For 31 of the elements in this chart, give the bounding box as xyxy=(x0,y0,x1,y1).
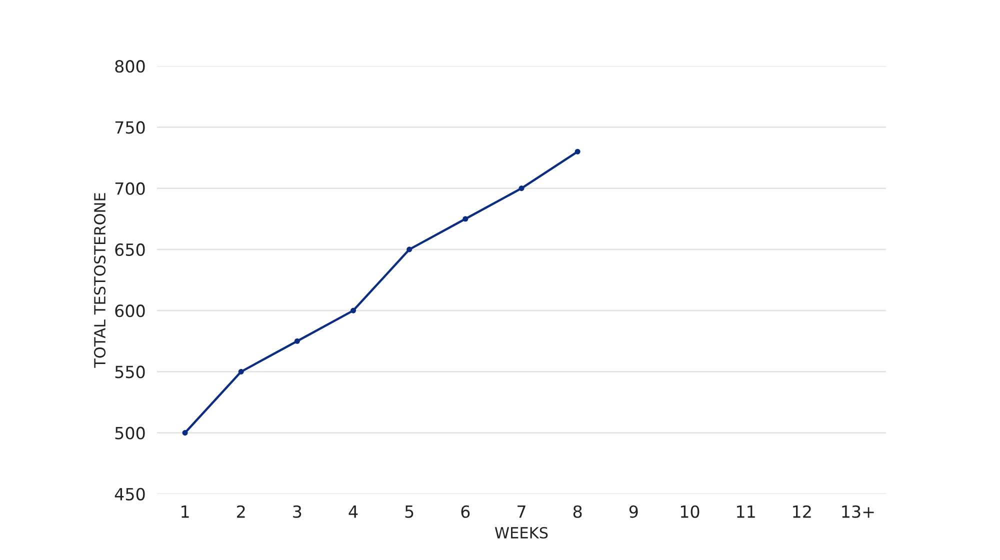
x-tick-label: 5 xyxy=(405,506,414,518)
x-tick-label: 12 xyxy=(793,505,811,518)
point xyxy=(462,216,468,222)
point xyxy=(294,338,300,344)
y-tick-label: 600 xyxy=(115,304,145,318)
point xyxy=(518,186,524,192)
x-tick-label: 9 xyxy=(629,505,638,518)
point xyxy=(182,430,188,436)
y-tick-label: 800 xyxy=(115,60,145,73)
point xyxy=(350,308,356,314)
y-tick-label: 550 xyxy=(115,366,145,378)
x-tick-label: 4 xyxy=(348,506,358,518)
x-tick-label: 8 xyxy=(573,505,582,518)
point xyxy=(406,246,412,252)
x-tick-label: 13+ xyxy=(842,505,874,518)
x-tick-label: 3 xyxy=(293,505,302,518)
x-tick-label: 10 xyxy=(680,505,700,518)
y-tick-label: 450 xyxy=(114,488,145,500)
x-tick-label: 6 xyxy=(461,505,470,518)
y-tick-label: 700 xyxy=(115,182,145,195)
y-tick-label: 750 xyxy=(115,121,145,134)
y-tick-label: 650 xyxy=(115,243,145,256)
x-tick-label: 2 xyxy=(237,505,245,518)
y-axis-title: TOTAL TESTOSTERONE xyxy=(94,193,106,368)
point xyxy=(574,148,580,154)
x-axis-title: WEEKS xyxy=(494,526,548,539)
y-tick-label: 500 xyxy=(115,426,145,440)
x-tick-label: 7 xyxy=(518,506,526,518)
x-tick-label: 11 xyxy=(737,506,755,518)
x-tick-label: 1 xyxy=(182,506,189,518)
point xyxy=(238,368,244,374)
